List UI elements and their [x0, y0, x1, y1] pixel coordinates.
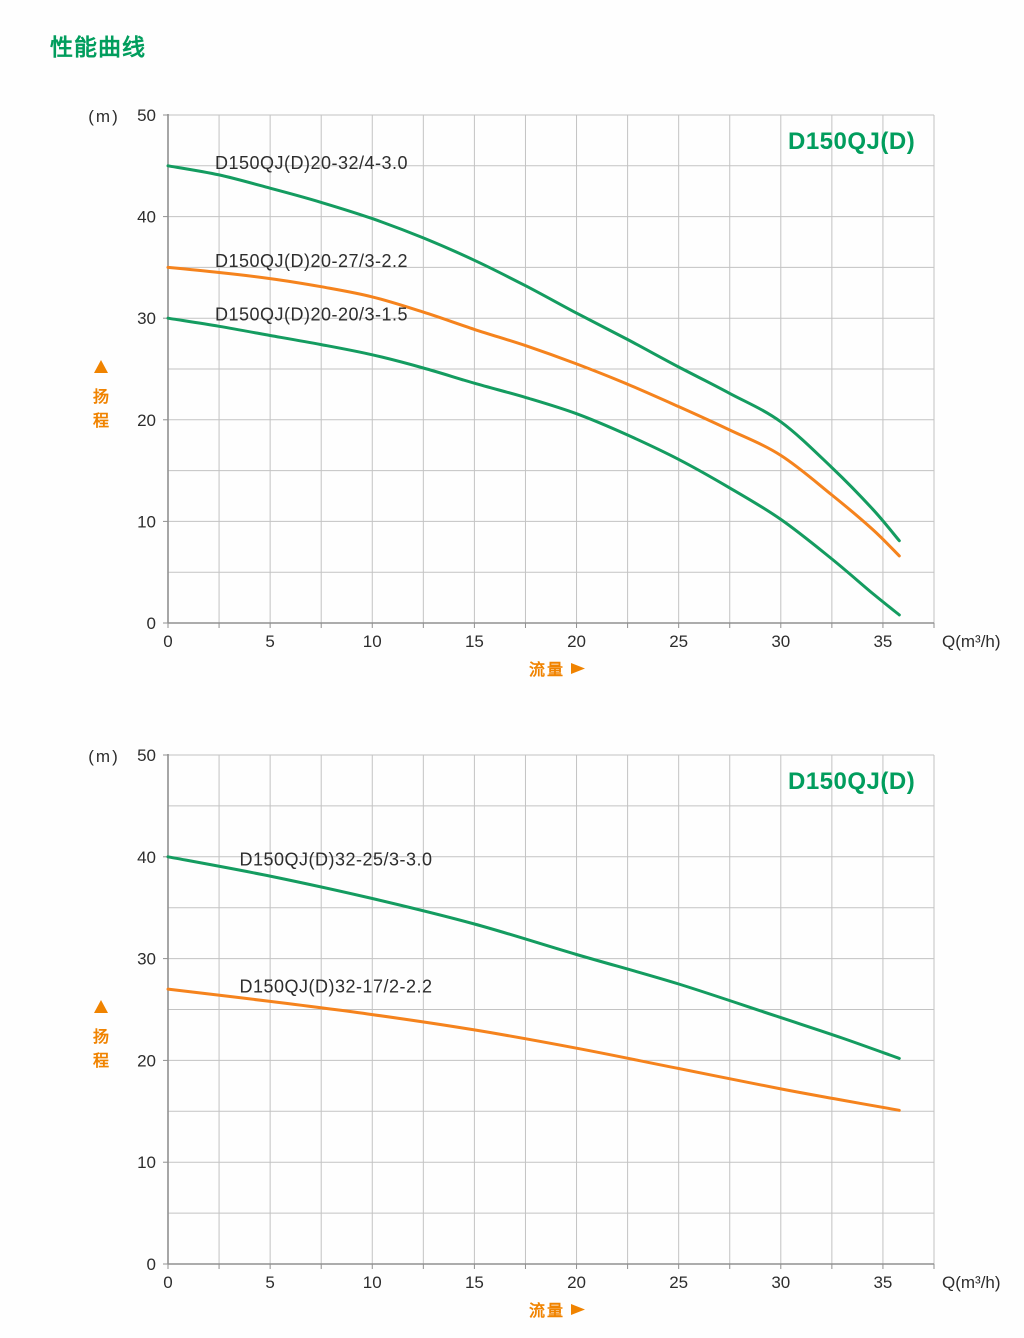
y-tick-label: 10	[137, 1153, 156, 1172]
series-curve	[166, 855, 901, 1060]
head-axis-label: 程	[93, 1052, 109, 1070]
series-label: D150QJ(D)32-25/3-3.0	[239, 849, 432, 869]
series-curve	[166, 265, 901, 558]
y-tick-label: 50	[137, 746, 156, 765]
pump-performance-chart-1: 50 40 30 20 10 00 5 10 15 20 25 30 35 (m) Q(m³/h) 流量 扬程 D…	[88, 106, 1001, 679]
flow-axis-label: 流量	[529, 660, 565, 679]
y-tick-label: 50	[137, 106, 156, 125]
x-tick-label: 25	[669, 1273, 688, 1292]
y-tick-label: 0	[147, 614, 156, 633]
head-arrow-icon	[94, 360, 108, 373]
pump-performance-chart-2: 50 40 30 20 10 00 5 10 15 20 25 30 35 (m) Q(m³/h) 流量 扬程 D…	[88, 746, 1001, 1320]
x-tick-label: 0	[163, 1273, 172, 1292]
series-curve	[166, 164, 901, 543]
head-axis-label: 扬	[93, 387, 109, 406]
y-tick-label: 0	[147, 1255, 156, 1274]
chart-title: D150QJ(D)	[788, 768, 915, 795]
series-curve	[166, 316, 901, 617]
x-axis-label: Q(m³/h)	[942, 632, 1001, 651]
x-tick-label: 15	[465, 632, 484, 651]
flow-axis-label: 流量	[529, 1301, 565, 1320]
x-tick-label: 5	[265, 632, 274, 651]
series-label: D150QJ(D)20-20/3-1.5	[215, 305, 408, 325]
y-tick-label: 40	[137, 848, 156, 867]
x-tick-label: 30	[771, 632, 790, 651]
head-arrow-icon	[94, 1000, 108, 1013]
y-tick-label: 10	[137, 512, 156, 531]
chart-title: D150QJ(D)	[788, 128, 915, 155]
series-label: D150QJ(D)20-32/4-3.0	[215, 153, 408, 173]
x-tick-label: 25	[669, 632, 688, 651]
flow-arrow-icon	[571, 1304, 585, 1315]
x-tick-label: 20	[567, 1273, 586, 1292]
x-axis-label: Q(m³/h)	[942, 1273, 1001, 1292]
y-tick-label: 40	[137, 208, 156, 227]
y-tick-label: 20	[137, 411, 156, 430]
y-tick-label: 20	[137, 1051, 156, 1070]
x-tick-label: 10	[363, 632, 382, 651]
x-tick-label: 5	[265, 1273, 274, 1292]
x-tick-label: 15	[465, 1273, 484, 1292]
page-title: 性能曲线	[50, 34, 146, 60]
series-curve	[166, 987, 901, 1112]
x-tick-label: 10	[363, 1273, 382, 1292]
head-axis-label: 程	[93, 412, 109, 430]
y-tick-label: 30	[137, 309, 156, 328]
flow-arrow-icon	[571, 663, 585, 674]
series-label: D150QJ(D)20-27/3-2.2	[215, 251, 408, 271]
x-tick-label: 35	[873, 632, 892, 651]
x-tick-label: 35	[873, 1273, 892, 1292]
series-label: D150QJ(D)32-17/2-2.2	[239, 977, 432, 997]
x-tick-label: 0	[163, 632, 172, 651]
y-axis-unit-label: (m)	[88, 107, 119, 126]
x-tick-label: 30	[771, 1273, 790, 1292]
x-tick-label: 20	[567, 632, 586, 651]
head-axis-label: 扬	[93, 1027, 109, 1046]
y-tick-label: 30	[137, 950, 156, 969]
y-axis-unit-label: (m)	[88, 747, 119, 766]
